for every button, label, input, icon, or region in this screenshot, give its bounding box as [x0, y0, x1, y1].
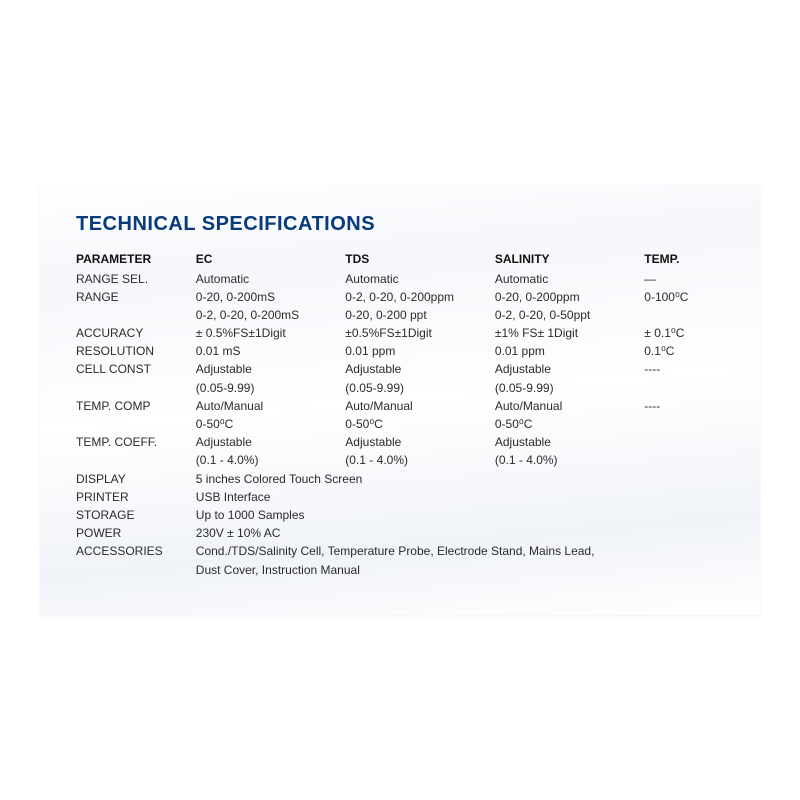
cell: 0.01 mS	[196, 342, 346, 360]
cell: ±1% FS± 1Digit	[495, 324, 644, 342]
cell: ± 0.1⁰C	[644, 324, 724, 342]
row-temp-comp-2: 0-50⁰C 0-50⁰C 0-50⁰C	[76, 415, 724, 433]
cell: 0-100⁰C	[644, 288, 724, 306]
label-resolution: RESOLUTION	[76, 342, 196, 360]
cell: ±0.5%FS±1Digit	[345, 324, 495, 342]
cell: ± 0.5%FS±1Digit	[196, 324, 346, 342]
label-temp-coeff: TEMP. COEFF.	[76, 433, 196, 451]
cell: 0-2, 0-20, 0-200mS	[196, 306, 346, 324]
cell: (0.05-9.99)	[345, 379, 495, 397]
cell: USB Interface	[196, 488, 724, 506]
label-temp-comp: TEMP. COMP	[76, 397, 196, 415]
cell: 0-50⁰C	[345, 415, 495, 433]
label-accuracy: ACCURACY	[76, 324, 196, 342]
cell: 0-50⁰C	[495, 415, 644, 433]
cell: Adjustable	[495, 433, 644, 451]
label-accessories: ACCESSORIES	[76, 542, 196, 560]
cell: Auto/Manual	[345, 397, 495, 415]
cell: 0-20, 0-200mS	[196, 288, 346, 306]
spec-sheet: TECHNICAL SPECIFICATIONS PARAMETER EC TD…	[40, 185, 760, 614]
cell: 0-2, 0-20, 0-50ppt	[495, 306, 644, 324]
header-salinity: SALINITY	[495, 250, 644, 269]
cell: Up to 1000 Samples	[196, 506, 724, 524]
cell: 0.1⁰C	[644, 342, 724, 360]
row-range-sel: RANGE SEL. Automatic Automatic Automatic…	[76, 270, 724, 288]
cell: Dust Cover, Instruction Manual	[196, 561, 724, 579]
label-printer: PRINTER	[76, 488, 196, 506]
header-ec: EC	[196, 250, 346, 269]
cell: 0.01 ppm	[495, 342, 644, 360]
row-range-2: 0-2, 0-20, 0-200mS 0-20, 0-200 ppt 0-2, …	[76, 306, 724, 324]
spec-table: PARAMETER EC TDS SALINITY TEMP. RANGE SE…	[76, 250, 724, 578]
label-storage: STORAGE	[76, 506, 196, 524]
cell: (0.1 - 4.0%)	[495, 451, 644, 469]
header-tds: TDS	[345, 250, 495, 269]
cell: Automatic	[495, 270, 644, 288]
label-cell-const: CELL CONST	[76, 360, 196, 378]
cell: 0-2, 0-20, 0-200ppm	[345, 288, 495, 306]
cell: 0-20, 0-200 ppt	[345, 306, 495, 324]
cell: ----	[644, 397, 724, 415]
row-cell-const: CELL CONST Adjustable Adjustable Adjusta…	[76, 360, 724, 378]
cell: (0.05-9.99)	[196, 379, 346, 397]
cell: Adjustable	[495, 360, 644, 378]
cell: —	[644, 270, 724, 288]
row-accessories: ACCESSORIES Cond./TDS/Salinity Cell, Tem…	[76, 542, 724, 560]
label-power: POWER	[76, 524, 196, 542]
cell: Adjustable	[345, 433, 495, 451]
label-display: DISPLAY	[76, 470, 196, 488]
row-temp-coeff: TEMP. COEFF. Adjustable Adjustable Adjus…	[76, 433, 724, 451]
row-temp-comp: TEMP. COMP Auto/Manual Auto/Manual Auto/…	[76, 397, 724, 415]
cell: Adjustable	[345, 360, 495, 378]
cell: Cond./TDS/Salinity Cell, Temperature Pro…	[196, 542, 724, 560]
cell: Auto/Manual	[196, 397, 346, 415]
cell: 0.01 ppm	[345, 342, 495, 360]
row-cell-const-2: (0.05-9.99) (0.05-9.99) (0.05-9.99)	[76, 379, 724, 397]
row-display: DISPLAY 5 inches Colored Touch Screen	[76, 470, 724, 488]
cell: Adjustable	[196, 360, 346, 378]
table-header-row: PARAMETER EC TDS SALINITY TEMP.	[76, 250, 724, 269]
cell: 0-20, 0-200ppm	[495, 288, 644, 306]
row-power: POWER 230V ± 10% AC	[76, 524, 724, 542]
label-range-sel: RANGE SEL.	[76, 270, 196, 288]
row-resolution: RESOLUTION 0.01 mS 0.01 ppm 0.01 ppm 0.1…	[76, 342, 724, 360]
header-parameter: PARAMETER	[76, 250, 196, 269]
cell: (0.05-9.99)	[495, 379, 644, 397]
cell: Adjustable	[196, 433, 346, 451]
cell: (0.1 - 4.0%)	[196, 451, 346, 469]
row-temp-coeff-2: (0.1 - 4.0%) (0.1 - 4.0%) (0.1 - 4.0%)	[76, 451, 724, 469]
label-range: RANGE	[76, 288, 196, 306]
cell: 5 inches Colored Touch Screen	[196, 470, 724, 488]
cell: Automatic	[345, 270, 495, 288]
cell: 230V ± 10% AC	[196, 524, 724, 542]
row-accessories-2: Dust Cover, Instruction Manual	[76, 561, 724, 579]
cell: (0.1 - 4.0%)	[345, 451, 495, 469]
cell: 0-50⁰C	[196, 415, 346, 433]
row-accuracy: ACCURACY ± 0.5%FS±1Digit ±0.5%FS±1Digit …	[76, 324, 724, 342]
row-printer: PRINTER USB Interface	[76, 488, 724, 506]
page-title: TECHNICAL SPECIFICATIONS	[76, 213, 724, 236]
cell: Automatic	[196, 270, 346, 288]
cell: Auto/Manual	[495, 397, 644, 415]
cell: ----	[644, 360, 724, 378]
row-storage: STORAGE Up to 1000 Samples	[76, 506, 724, 524]
header-temp: TEMP.	[644, 250, 724, 269]
row-range: RANGE 0-20, 0-200mS 0-2, 0-20, 0-200ppm …	[76, 288, 724, 306]
